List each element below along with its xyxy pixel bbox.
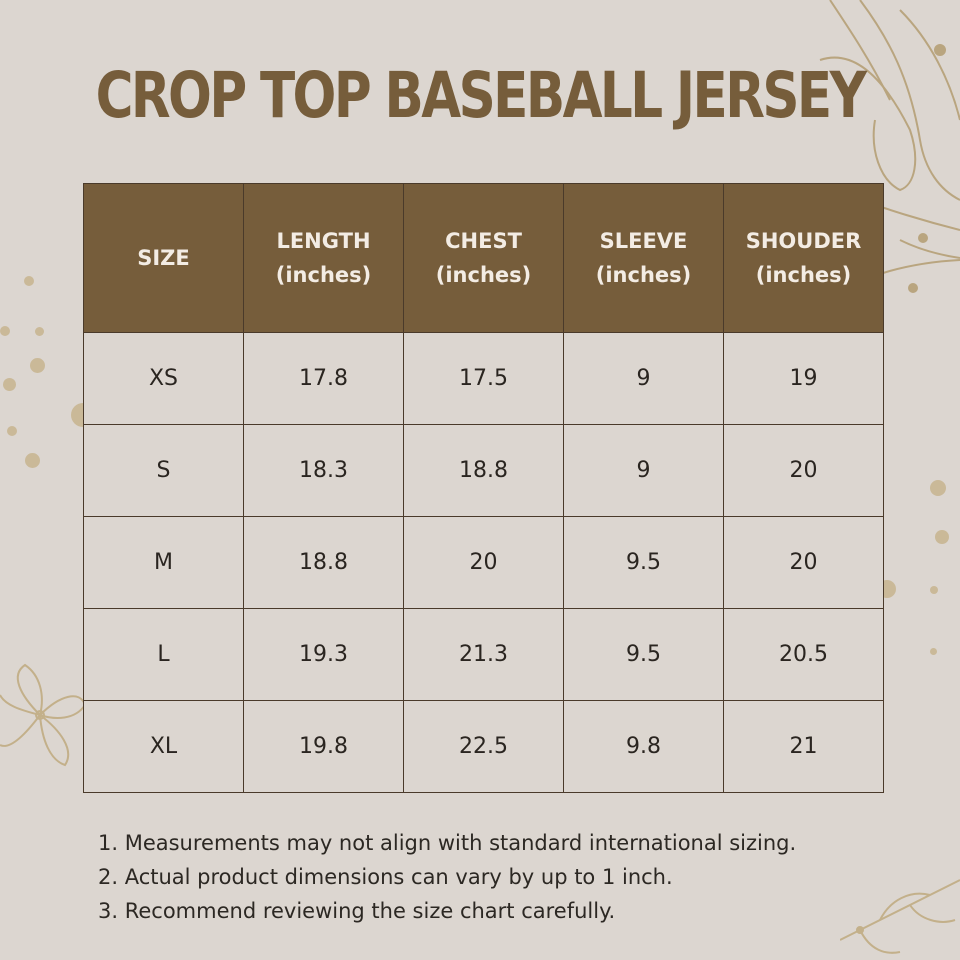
decor-dot [935,530,949,544]
cell-length: 18.3 [243,424,404,517]
header-unit: (inches) [275,263,372,287]
cell-size: M [83,516,244,609]
header-unit: (inches) [435,263,532,287]
cell-sleeve: 9.5 [563,608,724,701]
cell-length: 19.3 [243,608,404,701]
cell-shoulder: 21 [723,700,884,793]
table-row: S 18.3 18.8 9 20 [83,424,884,517]
cell-size: S [83,424,244,517]
size-chart-table: SIZE LENGTH (inches) CHEST (inches) SLEEVE… [83,183,884,793]
note-item: 1. Measurements may not align with stand… [98,831,797,855]
decor-dot [35,327,44,336]
cell-chest: 20 [403,516,564,609]
notes-list: 1. Measurements may not align with stand… [98,826,796,928]
decor-dot [7,426,17,436]
cell-sleeve: 9 [563,424,724,517]
cell-shoulder: 20.5 [723,608,884,701]
cell-sleeve: 9.5 [563,516,724,609]
sprig-decoration-bottom-right [840,879,960,954]
decor-dot [25,453,40,468]
note-item: 3. Recommend reviewing the size chart ca… [98,899,616,923]
header-label: SLEEVE [599,229,688,253]
decor-dot [930,586,938,594]
decor-dot [930,648,937,655]
table-header-row: SIZE LENGTH (inches) CHEST (inches) SLEEVE… [83,183,884,333]
table-row: XL 19.8 22.5 9.8 21 [83,700,884,793]
table-row: XS 17.8 17.5 9 19 [83,332,884,425]
cell-size: XL [83,700,244,793]
cell-size: XS [83,332,244,425]
header-label: SIZE [137,246,190,270]
cell-length: 19.8 [243,700,404,793]
cell-size: L [83,608,244,701]
cell-sleeve: 9.8 [563,700,724,793]
cell-chest: 22.5 [403,700,564,793]
cell-chest: 18.8 [403,424,564,517]
header-length: LENGTH (inches) [243,183,404,333]
cell-chest: 17.5 [403,332,564,425]
cell-sleeve: 9 [563,332,724,425]
header-unit: (inches) [595,263,692,287]
header-label: SHOUDER [745,229,862,253]
cell-length: 18.8 [243,516,404,609]
cell-shoulder: 19 [723,332,884,425]
header-label: CHEST [445,229,522,253]
cell-length: 17.8 [243,332,404,425]
cell-chest: 21.3 [403,608,564,701]
decor-dot [24,276,34,286]
note-item: 2. Actual product dimensions can vary by… [98,865,673,889]
cell-shoulder: 20 [723,516,884,609]
flower-decoration-bottom-left [0,663,87,767]
header-sleeve: SLEEVE (inches) [563,183,724,333]
decor-dot [0,326,10,336]
decor-dot [30,358,45,373]
header-size: SIZE [83,183,244,333]
page-title: CROP TOP BASEBALL JERSEY [95,59,867,133]
header-label: LENGTH [276,229,371,253]
header-chest: CHEST (inches) [403,183,564,333]
floral-decoration-top-right [819,0,960,293]
decor-dot [930,480,946,496]
cell-shoulder: 20 [723,424,884,517]
header-unit: (inches) [755,263,852,287]
table-row: L 19.3 21.3 9.5 20.5 [83,608,884,701]
decor-dot [3,378,16,391]
table-row: M 18.8 20 9.5 20 [83,516,884,609]
header-shoulder: SHOUDER (inches) [723,183,884,333]
